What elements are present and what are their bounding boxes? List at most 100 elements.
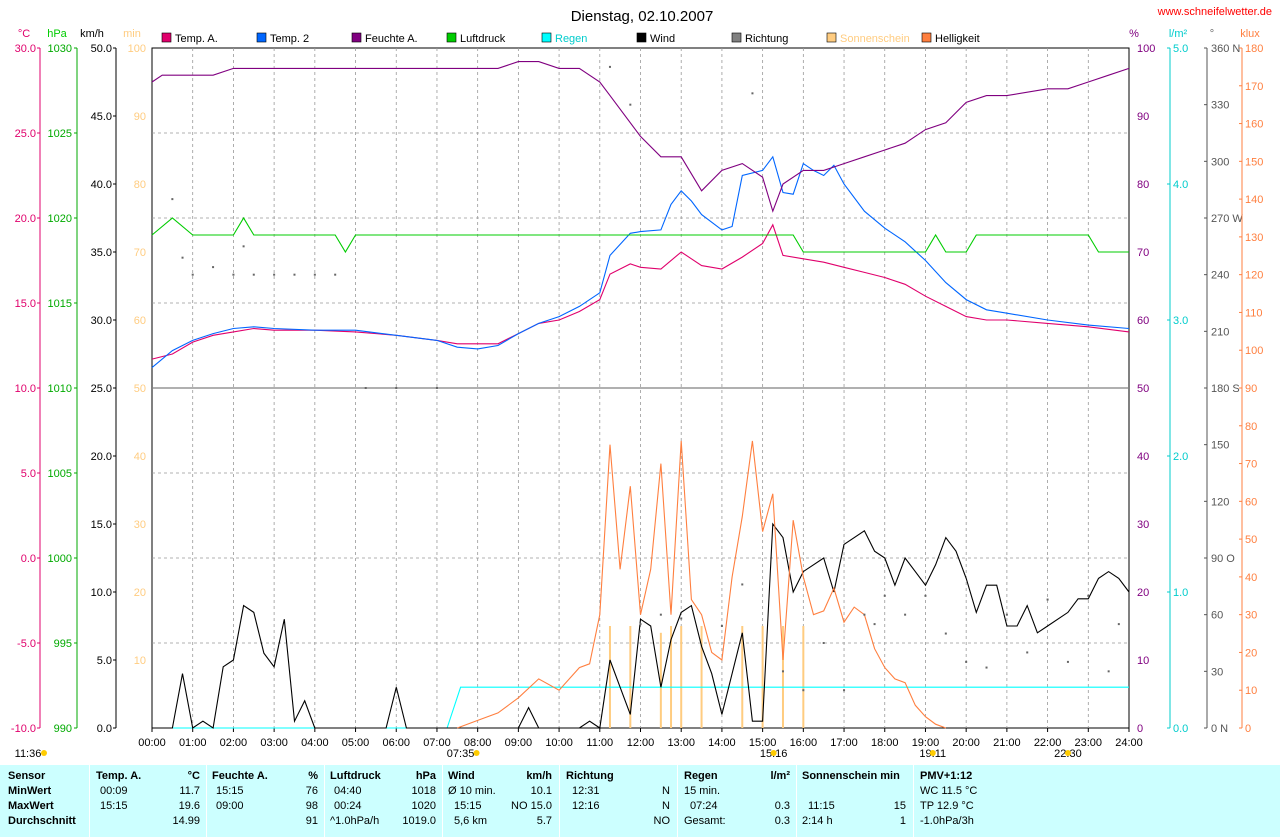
wind-axis-tick-label: 0.0 xyxy=(97,723,112,735)
separator xyxy=(559,765,560,837)
klux-axis-tick-label: 170 xyxy=(1245,81,1263,93)
klux-axis-tick-label: 130 xyxy=(1245,232,1263,244)
series-line-wind xyxy=(152,522,1130,729)
x-tick-label: 15:00 xyxy=(749,737,777,749)
direction-axis-tick-label: 90 O xyxy=(1211,553,1235,565)
direction-point xyxy=(313,273,316,276)
legend-swatch xyxy=(636,32,647,43)
chart-title: Dienstag, 02.10.2007 xyxy=(571,8,714,25)
stats-direction: Richtung 12:31 N 12:16 N NO xyxy=(566,769,670,829)
wind-axis-tick-label: 35.0 xyxy=(91,247,112,259)
legend-label: Luftdruck xyxy=(460,33,506,45)
website-link[interactable]: www.schneifelwetter.de xyxy=(1157,6,1272,18)
series-line-luftdruck xyxy=(151,216,1129,254)
x-tick-label: 13:00 xyxy=(667,737,695,749)
temp-max-val: 19.6 xyxy=(178,800,200,812)
klux-axis-tick-label: 20 xyxy=(1245,647,1257,659)
sunshine-bar xyxy=(761,626,764,728)
legend-label: Sonnenschein xyxy=(840,33,910,45)
pressure-trend: ^1.0hPa/h xyxy=(330,815,380,827)
wind-row1-label: Ø 10 min. xyxy=(448,785,496,797)
temp-axis-tick-label: 5.0 xyxy=(21,468,36,480)
sunshine-bar xyxy=(608,626,611,728)
direction-point xyxy=(802,689,805,692)
direction-point xyxy=(822,642,825,644)
direction-point xyxy=(843,689,846,692)
direction-point xyxy=(608,65,611,68)
wind-axis-tick-label: 5.0 xyxy=(97,655,112,667)
pmv-title: PMV+1:12 xyxy=(920,770,973,782)
direction-point xyxy=(293,273,296,276)
series-lines xyxy=(151,61,1130,729)
legend-label: Feuchte A. xyxy=(365,33,418,45)
temp-max-time: 15:15 xyxy=(100,800,128,812)
direction-axis-tick-label: 210 xyxy=(1211,326,1229,338)
legend: Temp. A. Temp. 2 Feuchte A. Luftdruck Regen W… xyxy=(161,32,980,45)
rain-axis-tick-label: 4.0 xyxy=(1173,179,1188,191)
humidity-min-val: 76 xyxy=(305,785,318,797)
direction-point xyxy=(1087,594,1090,597)
direction-row1-val: N xyxy=(662,785,670,797)
direction-axis-tick-label: 270 W xyxy=(1211,213,1243,225)
sun-marker-icon xyxy=(770,750,777,756)
pressure-max-val: 1020 xyxy=(411,800,436,812)
x-tick-label: 14:00 xyxy=(708,737,736,749)
series-line-temp-2 xyxy=(151,155,1130,369)
direction-axis-tick-label: 360 N xyxy=(1211,43,1240,55)
x-tick-label: 16:00 xyxy=(790,737,818,749)
temp-axis-tick-label: 30.0 xyxy=(15,43,36,55)
unit-min: min xyxy=(123,28,141,40)
direction-point xyxy=(985,666,988,669)
humidity-axis-tick-label: 20 xyxy=(1137,587,1149,599)
direction-point xyxy=(1117,623,1120,626)
pressure-axis-tick-label: 1000 xyxy=(48,553,72,565)
separator xyxy=(913,765,914,837)
wind-unit: km/h xyxy=(526,770,552,782)
direction-point xyxy=(1107,670,1110,673)
minutes-axis-tick-label: 40 xyxy=(134,451,146,463)
direction-row1-time: 12:31 xyxy=(572,785,600,797)
direction-point xyxy=(659,613,662,616)
klux-axis-tick-label: 110 xyxy=(1245,307,1263,319)
x-tick-label: 24:00 xyxy=(1115,737,1143,749)
x-tick-label: 02:00 xyxy=(220,737,248,749)
direction-point xyxy=(680,617,683,620)
sun-row3-val: 1 xyxy=(899,815,906,827)
pressure-unit: hPa xyxy=(415,770,436,782)
humidity-max-time: 09:00 xyxy=(216,800,244,812)
klux-axis-tick-label: 40 xyxy=(1245,572,1257,584)
direction-point xyxy=(639,623,642,626)
rain-axis-tick-label: 3.0 xyxy=(1173,315,1188,327)
humidity-axis-tick-label: 100 xyxy=(1137,43,1155,55)
x-tick-label: 19:00 xyxy=(912,737,940,749)
wind-axis-tick-label: 40.0 xyxy=(91,179,112,191)
sunshine-bars xyxy=(608,626,805,728)
temp-axis-tick-label: -5.0 xyxy=(17,638,36,650)
stats-pmv: PMV+1:12 WC 11.5 °C TP 12.9 °C -1.0hPa/3… xyxy=(920,769,1020,829)
x-tick-label: 17:00 xyxy=(830,737,858,749)
temp-title: Temp. A. xyxy=(96,770,142,782)
separator xyxy=(206,765,207,837)
direction-point xyxy=(751,92,754,95)
humidity-axis-tick-label: 0 xyxy=(1137,723,1143,735)
minutes-axis-tick-label: 80 xyxy=(134,179,146,191)
pmv-row3: -1.0hPa/3h xyxy=(920,815,974,827)
temp-axis-tick-label: 10.0 xyxy=(15,383,36,395)
temp-axis-tick-label: 20.0 xyxy=(15,213,36,225)
x-tick-label: 07:00 xyxy=(423,737,451,749)
direction-point xyxy=(965,660,968,663)
direction-axis-tick-label: 300 xyxy=(1211,156,1229,168)
humidity-unit: % xyxy=(308,770,318,782)
humidity-min-time: 15:15 xyxy=(216,785,244,797)
sunshine-bar xyxy=(700,626,703,728)
klux-axis-tick-label: 160 xyxy=(1245,119,1263,131)
rain-row3-val: 0.3 xyxy=(774,815,790,827)
humidity-axis-tick-label: 30 xyxy=(1137,519,1149,531)
legend-swatch xyxy=(921,32,932,43)
pressure-axis-tick-label: 995 xyxy=(54,638,72,650)
klux-axis-tick-label: 100 xyxy=(1245,345,1263,357)
rain-title: Regen xyxy=(684,770,718,782)
pressure-axis-tick-label: 1005 xyxy=(48,468,72,480)
direction-point xyxy=(334,273,337,276)
stats-min-label: MinWert xyxy=(8,785,52,797)
